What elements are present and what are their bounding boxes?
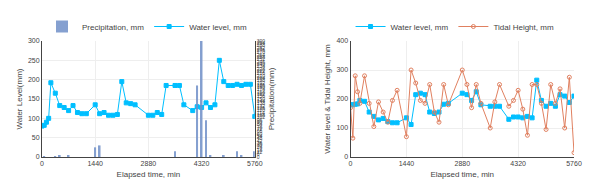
svg-text:Water Level(mm): Water Level(mm) bbox=[15, 68, 24, 129]
svg-text:204: 204 bbox=[257, 75, 266, 81]
svg-text:162: 162 bbox=[257, 91, 266, 97]
svg-text:250: 250 bbox=[28, 57, 40, 64]
svg-text:210: 210 bbox=[257, 73, 266, 79]
svg-text:12: 12 bbox=[257, 149, 263, 155]
svg-text:102: 102 bbox=[257, 114, 266, 120]
svg-text:1440: 1440 bbox=[87, 160, 103, 167]
svg-text:78: 78 bbox=[257, 124, 263, 130]
svg-text:0: 0 bbox=[36, 153, 40, 160]
svg-text:400: 400 bbox=[336, 37, 348, 44]
svg-text:300: 300 bbox=[336, 66, 348, 73]
svg-text:4320: 4320 bbox=[510, 160, 526, 167]
svg-text:156: 156 bbox=[257, 93, 266, 99]
svg-text:0: 0 bbox=[257, 154, 260, 160]
svg-text:48: 48 bbox=[257, 135, 263, 141]
svg-text:2880: 2880 bbox=[141, 160, 157, 167]
svg-text:150: 150 bbox=[28, 95, 40, 102]
svg-text:5760: 5760 bbox=[566, 160, 582, 167]
svg-text:0: 0 bbox=[344, 153, 348, 160]
svg-text:240: 240 bbox=[257, 61, 266, 67]
svg-text:114: 114 bbox=[257, 110, 265, 116]
svg-text:60: 60 bbox=[257, 131, 263, 137]
svg-text:30: 30 bbox=[257, 142, 263, 148]
svg-text:Elapsed time, min: Elapsed time, min bbox=[430, 170, 494, 179]
svg-text:50: 50 bbox=[32, 134, 40, 141]
svg-text:228: 228 bbox=[257, 66, 266, 72]
svg-text:Water level & Tidal Height, mm: Water level & Tidal Height, mm bbox=[323, 44, 332, 154]
svg-text:264: 264 bbox=[257, 52, 266, 58]
svg-text:120: 120 bbox=[257, 107, 266, 113]
svg-text:216: 216 bbox=[257, 70, 266, 76]
svg-text:0: 0 bbox=[40, 160, 44, 167]
svg-text:294: 294 bbox=[257, 40, 266, 46]
svg-text:234: 234 bbox=[257, 63, 266, 69]
svg-text:100: 100 bbox=[336, 124, 348, 131]
svg-text:192: 192 bbox=[257, 80, 266, 86]
svg-text:258: 258 bbox=[257, 54, 266, 60]
svg-text:24: 24 bbox=[257, 144, 263, 150]
svg-text:270: 270 bbox=[257, 49, 266, 55]
svg-text:42: 42 bbox=[257, 138, 263, 144]
svg-text:198: 198 bbox=[257, 77, 266, 83]
svg-text:300: 300 bbox=[257, 38, 266, 44]
svg-text:282: 282 bbox=[257, 45, 266, 51]
svg-text:150: 150 bbox=[257, 96, 266, 102]
svg-text:138: 138 bbox=[257, 100, 266, 106]
svg-text:96: 96 bbox=[257, 117, 263, 123]
svg-text:246: 246 bbox=[257, 59, 266, 65]
svg-text:108: 108 bbox=[257, 112, 266, 118]
svg-text:66: 66 bbox=[257, 128, 263, 134]
svg-text:36: 36 bbox=[257, 140, 263, 146]
svg-text:Elapsed time, min: Elapsed time, min bbox=[117, 170, 181, 179]
svg-text:300: 300 bbox=[28, 37, 40, 44]
svg-text:0: 0 bbox=[349, 160, 353, 167]
svg-text:Tidal Height, mm: Tidal Height, mm bbox=[493, 23, 554, 32]
svg-text:288: 288 bbox=[257, 42, 266, 48]
svg-text:Precipitation, mm: Precipitation, mm bbox=[82, 23, 144, 32]
svg-text:Water level, mm: Water level, mm bbox=[189, 23, 247, 32]
svg-text:18: 18 bbox=[257, 147, 263, 153]
svg-text:200: 200 bbox=[336, 95, 348, 102]
svg-text:6: 6 bbox=[257, 151, 260, 157]
svg-text:4320: 4320 bbox=[194, 160, 210, 167]
svg-text:90: 90 bbox=[257, 119, 263, 125]
svg-text:168: 168 bbox=[257, 89, 266, 95]
svg-text:200: 200 bbox=[28, 76, 40, 83]
svg-text:100: 100 bbox=[28, 115, 40, 122]
svg-text:84: 84 bbox=[257, 121, 263, 127]
svg-text:2880: 2880 bbox=[454, 160, 470, 167]
svg-text:222: 222 bbox=[257, 68, 266, 74]
svg-text:72: 72 bbox=[257, 126, 263, 132]
svg-text:186: 186 bbox=[257, 82, 266, 88]
svg-text:Precipitation(mm): Precipitation(mm) bbox=[267, 67, 276, 130]
svg-text:174: 174 bbox=[257, 86, 266, 92]
svg-text:276: 276 bbox=[257, 47, 266, 53]
svg-text:132: 132 bbox=[257, 103, 266, 109]
svg-text:5760: 5760 bbox=[247, 160, 263, 167]
svg-text:144: 144 bbox=[257, 98, 266, 104]
svg-text:126: 126 bbox=[257, 105, 266, 111]
svg-text:180: 180 bbox=[257, 84, 266, 90]
svg-text:252: 252 bbox=[257, 56, 266, 62]
svg-text:1440: 1440 bbox=[399, 160, 415, 167]
svg-text:Water level, mm: Water level, mm bbox=[391, 23, 449, 32]
svg-text:54: 54 bbox=[257, 133, 263, 139]
